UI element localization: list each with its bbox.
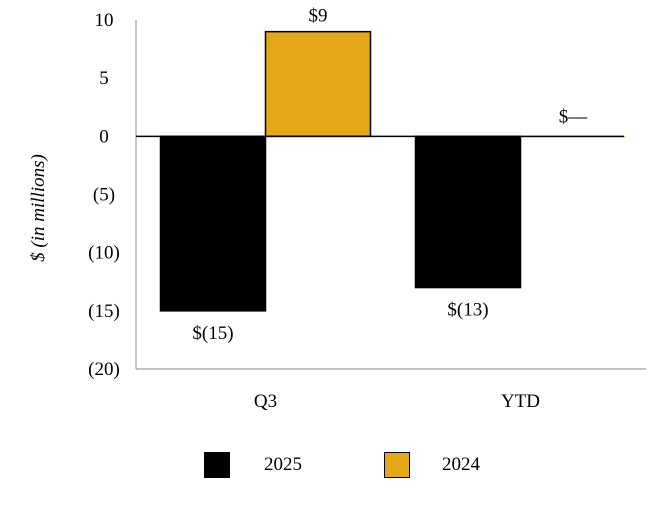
data-label-2024-Q3: $9 — [309, 6, 328, 27]
x-tick-label: YTD — [501, 391, 540, 412]
y-tick-label: 5 — [99, 68, 109, 89]
legend-swatch-2025 — [204, 452, 230, 478]
y-axis-label: $ (in millions) — [28, 154, 49, 262]
axes: 10 5 0 (5) (10) (15) (20) — [88, 10, 646, 380]
y-tick-label: (10) — [88, 243, 120, 264]
labels: Q3 $(15) $9 YTD $(13) $— — [192, 6, 588, 412]
bar-2024-Q3 — [264, 30, 372, 138]
y-tick-label: (15) — [88, 301, 120, 322]
y-tick-label: 0 — [99, 126, 109, 147]
legend-label-2025: 2025 — [264, 454, 302, 475]
x-tick-label: Q3 — [254, 391, 277, 412]
y-tick-label: 10 — [95, 10, 114, 31]
legend: 2025 2024 — [0, 446, 666, 486]
data-label-2025-Q3: $(15) — [192, 323, 233, 344]
legend-label-2024: 2024 — [442, 454, 480, 475]
y-tick-label: (5) — [93, 185, 115, 206]
y-tick-label: (20) — [88, 359, 120, 380]
bar-2025-Q3 — [159, 135, 267, 312]
data-label-2025-YTD: $(13) — [447, 300, 488, 321]
data-label-2024-YTD: $— — [559, 106, 589, 127]
bar-2025-YTD — [414, 135, 522, 289]
legend-swatch-2024 — [384, 452, 410, 478]
bars — [136, 30, 626, 312]
